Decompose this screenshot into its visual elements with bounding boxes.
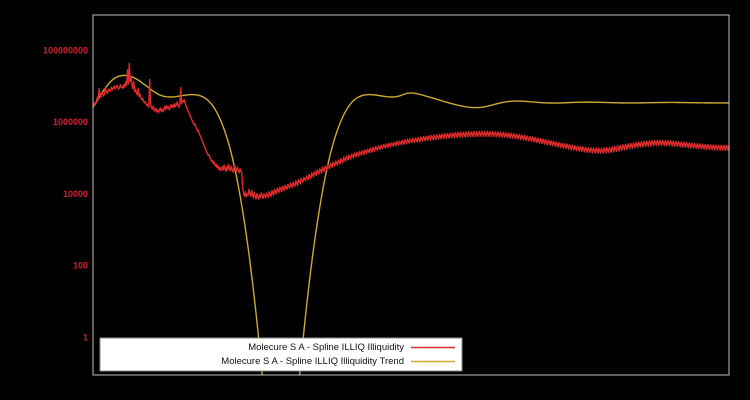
y-tick-label: 1000000	[53, 117, 88, 127]
y-tick-label: 100000000	[43, 45, 88, 55]
series-line-trend	[93, 74, 729, 375]
legend-label-trend: Molecure S A - Spline ILLIQ Illiquidity …	[221, 356, 404, 367]
y-tick-label: 100	[73, 261, 88, 271]
legend-background	[99, 337, 463, 372]
y-tick-label: 1	[83, 332, 88, 342]
series-line-illiquidity	[93, 62, 729, 200]
y-axis-tick-labels: 100000000 1000000 10000 100 1	[43, 45, 88, 342]
chart-legend[interactable]: Molecure S A - Spline ILLIQ Illiquidity …	[99, 337, 463, 372]
plot-area-border	[92, 14, 730, 376]
y-tick-label: 10000	[63, 189, 88, 199]
legend-label-illiquidity: Molecure S A - Spline ILLIQ Illiquidity	[248, 342, 404, 353]
plot-area-background	[93, 15, 729, 375]
